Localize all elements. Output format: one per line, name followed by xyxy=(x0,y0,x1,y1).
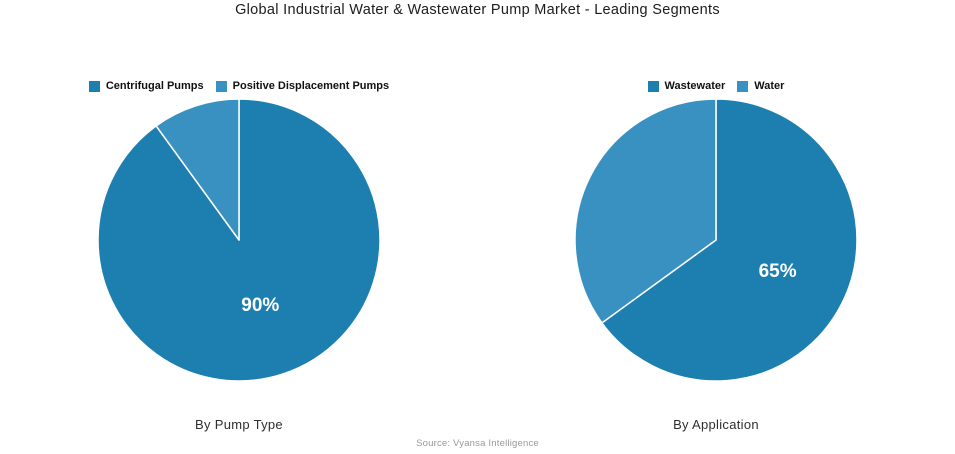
panel-caption-pump-type: By Pump Type xyxy=(195,417,283,432)
legend-application: Wastewater Water xyxy=(477,79,955,93)
source-attribution: Source: Vyansa Intelligence xyxy=(416,438,539,449)
pie-chart-pump-type: 90% xyxy=(97,98,381,382)
legend-label: Wastewater xyxy=(664,80,726,92)
pie-chart-application: 65% xyxy=(574,98,858,382)
pie-slice-label: 90% xyxy=(241,295,279,316)
legend-label: Water xyxy=(754,80,785,92)
pie-slice[interactable] xyxy=(574,98,717,324)
pie-slice-label: 65% xyxy=(759,261,797,282)
legend-swatch-icon xyxy=(88,80,100,92)
pie-slice[interactable] xyxy=(155,98,240,241)
legend-pump-type: Centrifugal Pumps Positive Displacement P… xyxy=(0,79,478,93)
legend-swatch-icon xyxy=(647,80,659,92)
legend-swatch-icon xyxy=(215,80,227,92)
legend-item[interactable]: Centrifugal Pumps xyxy=(88,80,204,92)
legend-swatch-icon xyxy=(737,80,749,92)
pie-slice[interactable] xyxy=(601,98,858,382)
legend-item[interactable]: Water xyxy=(737,80,784,92)
legend-item[interactable]: Wastewater xyxy=(647,80,726,92)
legend-label: Positive Displacement Pumps xyxy=(232,80,390,92)
figure-title: Global Industrial Water & Wastewater Pum… xyxy=(235,2,720,18)
legend-label: Centrifugal Pumps xyxy=(105,80,204,92)
legend-item[interactable]: Positive Displacement Pumps xyxy=(215,80,390,92)
panel-caption-application: By Application xyxy=(673,417,759,432)
